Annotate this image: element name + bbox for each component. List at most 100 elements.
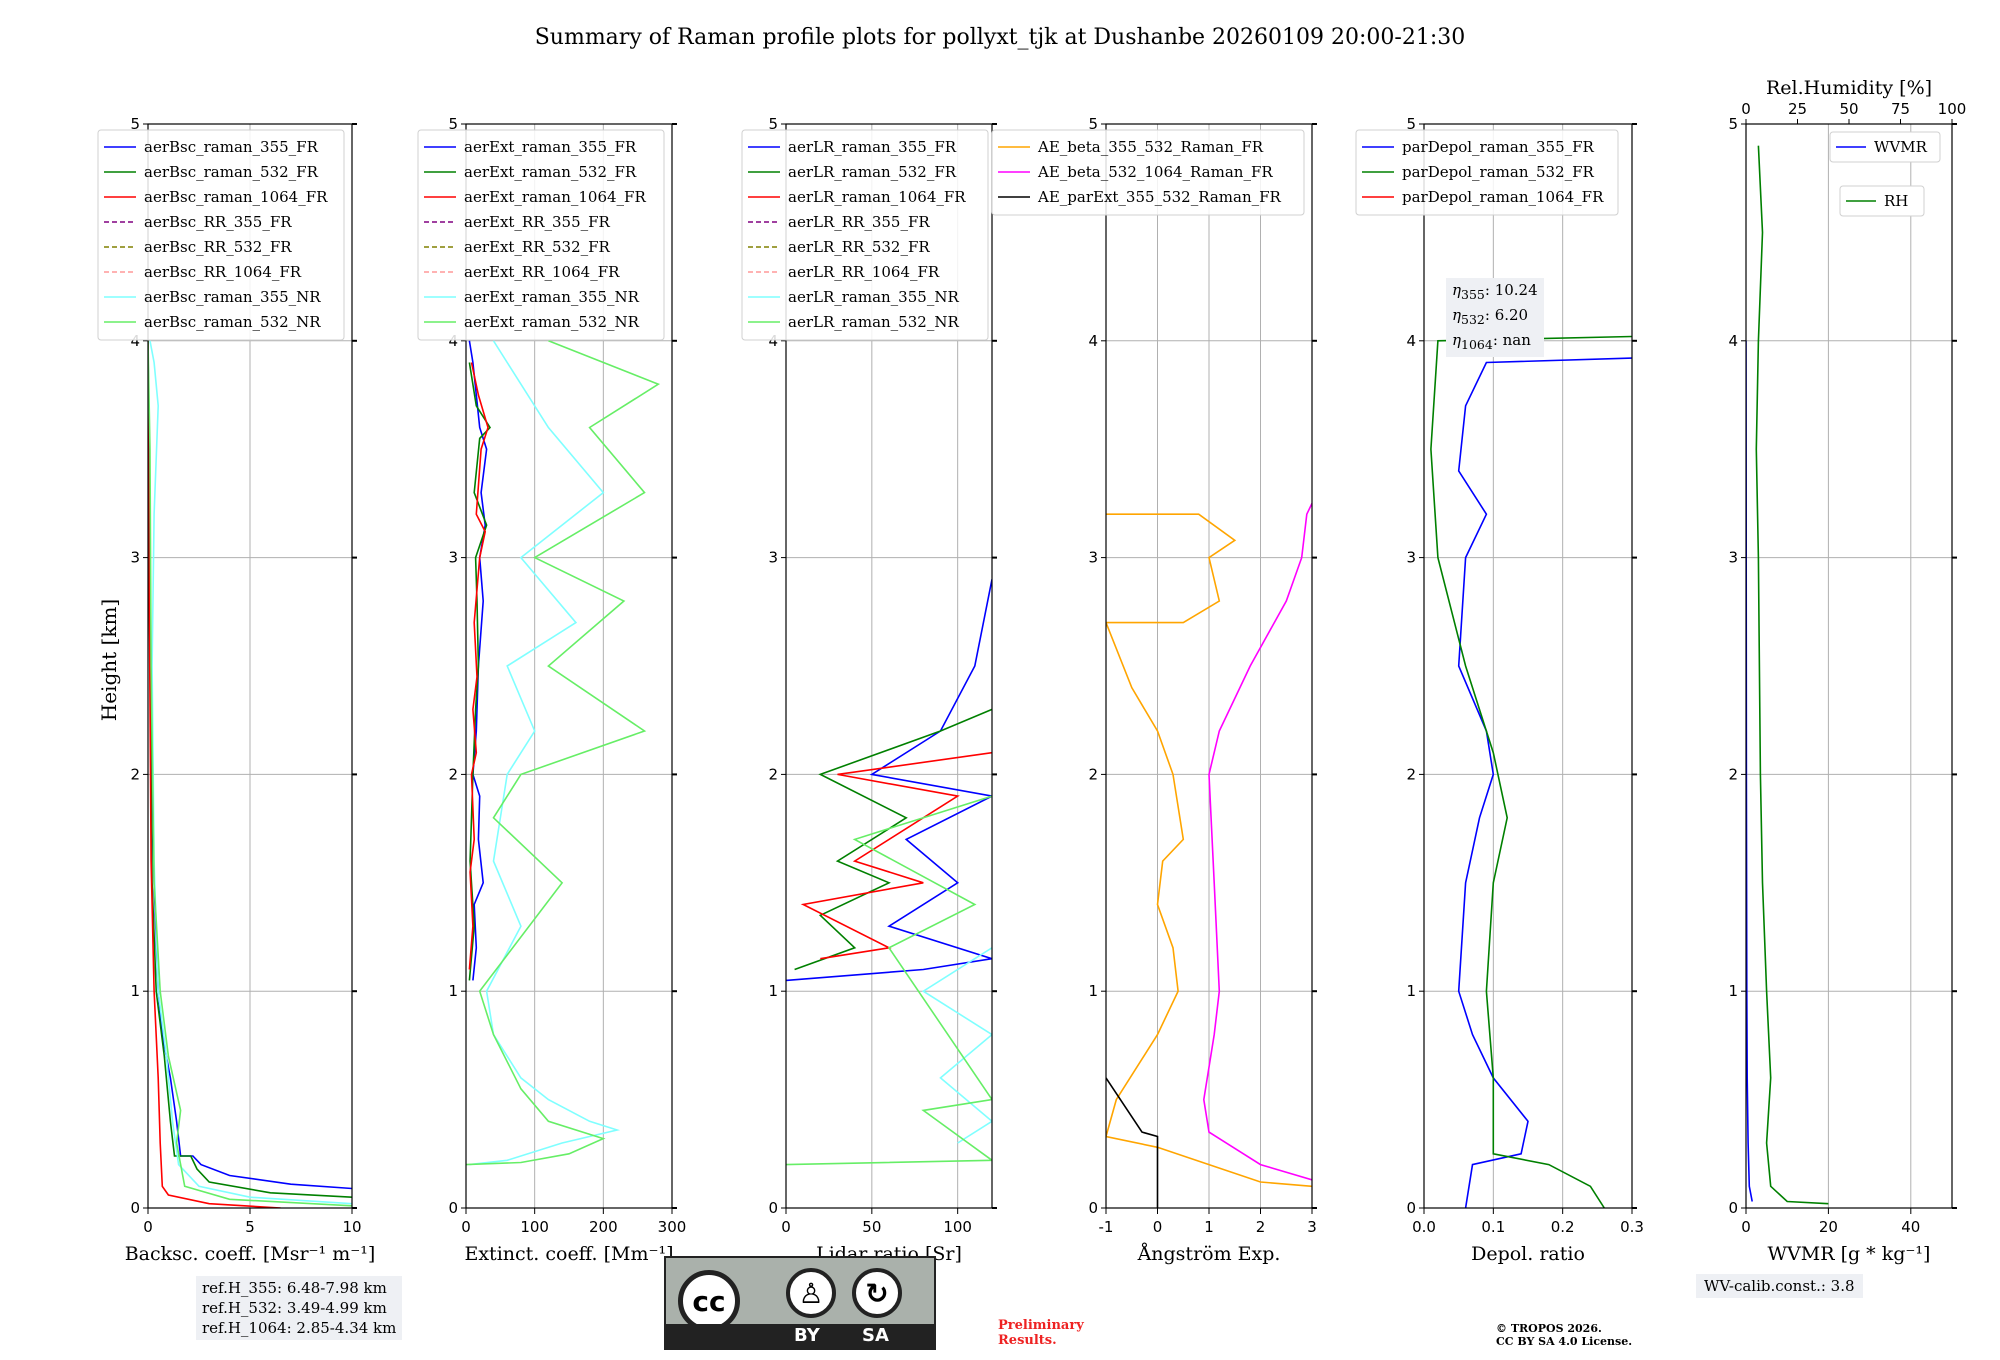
y-tick-label: 0	[1406, 1199, 1416, 1217]
legend-entry: aerExt_raman_532_FR	[464, 163, 637, 181]
legend-box	[741, 129, 989, 341]
y-tick-label: 5	[448, 115, 458, 133]
x-tick-label: 0.2	[1551, 1218, 1575, 1236]
x-tick-label: 50	[862, 1218, 881, 1236]
y-tick-label: 3	[448, 549, 458, 567]
axes-frame	[465, 123, 673, 1209]
legend-entry: aerLR_RR_1064_FR	[788, 263, 940, 281]
ref-height-1064: ref.H_1064: 2.85-4.34 km	[202, 1319, 397, 1337]
y-tick-label: 3	[1728, 549, 1738, 567]
y-tick-label: 5	[1728, 115, 1738, 133]
legend-entry: aerBsc_raman_355_NR	[144, 288, 321, 306]
legend-entry: aerLR_raman_355_FR	[788, 138, 957, 156]
y-tick-label: 3	[130, 549, 140, 567]
x-axis-label: Depol. ratio	[1471, 1243, 1585, 1265]
legend-entry: aerExt_raman_355_NR	[464, 288, 640, 306]
copyright-note: © TROPOS 2026. CC BY SA 4.0 License.	[1496, 1322, 1632, 1348]
y-axis-label: Height [km]	[97, 599, 121, 721]
series-line-aerExt_raman_532_NR	[466, 340, 661, 1166]
series-line-WVMR	[1746, 340, 1753, 1202]
y-tick-label: 1	[130, 982, 140, 1000]
legend-entry: aerLR_raman_532_FR	[788, 163, 957, 181]
legend-entry: aerBsc_raman_532_FR	[144, 163, 319, 181]
x-tick-label: 100	[520, 1218, 549, 1236]
figure-title: Summary of Raman profile plots for polly…	[535, 25, 1466, 50]
legend-entry: aerBsc_RR_532_FR	[144, 238, 292, 256]
y-tick-label: 4	[768, 332, 778, 350]
x-axis-label: Ångström Exp.	[1137, 1243, 1281, 1265]
axes-frame	[1423, 123, 1633, 1209]
legend-entry: WVMR	[1874, 138, 1928, 156]
series-line-AE_beta_532_1064_Raman_FR	[1202, 503, 1312, 1181]
legend-box	[1839, 185, 1925, 217]
series-line-parDepol_raman_355_FR	[1457, 357, 1632, 1208]
legend-entry: aerBsc_RR_355_FR	[144, 213, 292, 231]
x-tick-label: 2	[1256, 1218, 1266, 1236]
y-tick-label: 2	[1406, 765, 1416, 783]
y-tick-label: 3	[1088, 549, 1098, 567]
panel-6: 0 20 40 0 1 2 3 4 5 WVMR [g * kg⁻¹] 0 25 50 75 100 Rel.…	[1728, 77, 1966, 1265]
y-tick-label: 1	[1088, 982, 1098, 1000]
depol-eta-box: η355: 10.24 η532: 6.20 η1064: nan	[1446, 278, 1544, 357]
x-tick-label: 0	[143, 1218, 153, 1236]
top-tick-label: 25	[1788, 100, 1807, 118]
y-tick-label: 0	[1728, 1199, 1738, 1217]
x-tick-label: 0	[461, 1218, 471, 1236]
legend-entry: aerBsc_raman_1064_FR	[144, 188, 328, 206]
ref-height-355: ref.H_355: 6.48-7.98 km	[202, 1279, 387, 1297]
y-tick-label: 1	[768, 982, 778, 1000]
y-tick-label: 2	[448, 765, 458, 783]
legend-entry: AE_beta_532_1064_Raman_FR	[1037, 163, 1273, 181]
axes-frame	[785, 123, 993, 1209]
y-tick-label: 3	[768, 549, 778, 567]
legend-entry: aerLR_raman_355_NR	[788, 288, 959, 306]
x-tick-label: 0.1	[1481, 1218, 1505, 1236]
wv-calibration-box: WV-calib.const.: 3.8	[1696, 1274, 1863, 1298]
legend-entry: aerExt_raman_1064_FR	[464, 188, 646, 206]
legend-entry: AE_parExt_355_532_Raman_FR	[1037, 188, 1282, 206]
ref-height-532: ref.H_532: 3.49-4.99 km	[202, 1299, 387, 1317]
axes-frame	[1745, 123, 1953, 1209]
series-line-parDepol_raman_532_FR	[1430, 335, 1632, 1208]
legend-entry: aerBsc_raman_532_NR	[144, 313, 321, 331]
eta-1064: η1064: nan	[1452, 331, 1531, 352]
legend-entry: aerLR_RR_355_FR	[788, 213, 930, 231]
x-axis-label: WVMR [g * kg⁻¹]	[1768, 1243, 1931, 1265]
x-tick-label: 20	[1819, 1218, 1838, 1236]
x-axis-label: Extinct. coeff. [Mm⁻¹]	[464, 1243, 673, 1265]
legend-entry: aerBsc_RR_1064_FR	[144, 263, 302, 281]
legend-entry: aerExt_raman_532_NR	[464, 313, 640, 331]
legend-entry: aerLR_raman_532_NR	[788, 313, 959, 331]
series-line-aerExt_raman_532_FR	[468, 362, 492, 981]
x-tick-label: -1	[1099, 1218, 1114, 1236]
sa-label: SA	[862, 1325, 889, 1346]
series-line-AE_beta_355_532_Raman_FR	[1106, 513, 1312, 1188]
legend-entry: AE_beta_355_532_Raman_FR	[1037, 138, 1264, 156]
top-tick-label: 100	[1938, 100, 1967, 118]
x-tick-label: 10	[342, 1218, 361, 1236]
y-tick-label: 0	[768, 1199, 778, 1217]
y-tick-label: 0	[1088, 1199, 1098, 1217]
legend-box	[417, 129, 665, 341]
top-tick-label: 50	[1839, 100, 1858, 118]
y-tick-label: 3	[1406, 549, 1416, 567]
y-tick-label: 1	[1728, 982, 1738, 1000]
x-tick-label: 5	[245, 1218, 255, 1236]
legend-entry: parDepol_raman_1064_FR	[1402, 188, 1604, 206]
series-line-aerExt_raman_355_FR	[468, 340, 488, 981]
x-tick-label: 0	[1741, 1218, 1751, 1236]
series-line-AE_parExt_355_532_Raman_FR	[1106, 1077, 1159, 1208]
badge-bar	[666, 1324, 934, 1348]
series-line-aerLR_raman_355_NR	[921, 947, 992, 1144]
legend-entry: aerBsc_raman_355_FR	[144, 138, 319, 156]
legend-box	[97, 129, 345, 341]
x-tick-label: 0	[1153, 1218, 1163, 1236]
eta-532: η532: 6.20	[1452, 306, 1529, 327]
series-line-RH	[1755, 145, 1829, 1205]
panel-2: 0 100 200 300 0 1 2 3 4 5 Extinct. coeff. [Mm⁻¹] ae…	[417, 115, 686, 1265]
eta-1064-value: nan	[1502, 331, 1531, 349]
y-tick-label: 2	[1088, 765, 1098, 783]
y-tick-label: 0	[130, 1199, 140, 1217]
